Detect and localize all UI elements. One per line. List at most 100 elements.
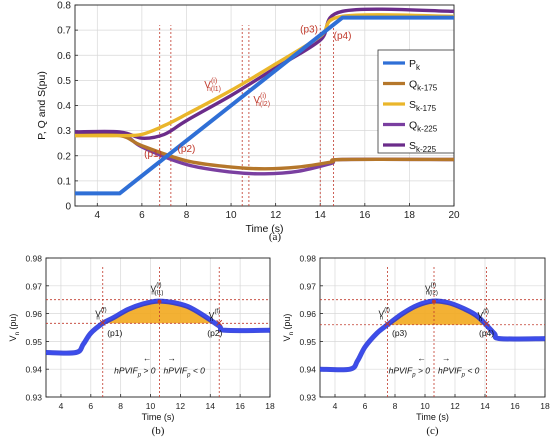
voltage-trace-core xyxy=(45,300,271,355)
annotation: V(f) n xyxy=(478,309,489,323)
annotation: (p2) xyxy=(178,144,196,155)
y-tick-label: 0.8 xyxy=(57,1,71,12)
annotation: (p3) xyxy=(392,328,407,338)
legend-label: Sk-225 xyxy=(409,140,437,154)
series-line-Sk-175 xyxy=(74,13,455,138)
x-axis-label: Time (s) xyxy=(142,412,175,422)
y-tick-label: 0.5 xyxy=(57,76,71,87)
annotation: (p1) xyxy=(144,149,162,160)
y-axis-label: Vn (pu) xyxy=(282,314,295,342)
x-tick-label: 6 xyxy=(88,401,93,411)
y-tick-label: 0.6 xyxy=(57,51,71,62)
y-axis-label: Vn (pu) xyxy=(8,314,21,342)
annotation: V(f) n xyxy=(209,309,220,323)
plot-frame xyxy=(45,257,271,398)
panel-b: 4 6 8 10 12 14 16 180.930.940.950.960.970.98✕ ✕V… xyxy=(8,254,275,438)
y-tick-label: 0.97 xyxy=(299,281,316,291)
x-tick-label: 10 xyxy=(146,401,156,411)
x-axis-label: Time (s) xyxy=(245,223,283,235)
x-tick-label: 16 xyxy=(510,401,520,411)
annotation: V(i) n(l2) xyxy=(425,282,438,296)
series-line-Pk xyxy=(75,15,454,196)
legend-box xyxy=(377,49,455,154)
y-tick-label: 0.97 xyxy=(25,281,42,291)
y-tick-label: 0.94 xyxy=(299,365,316,375)
y-tick-label: 0.96 xyxy=(25,309,42,319)
y-tick-label: 0.93 xyxy=(25,393,42,403)
x-tick-label: 6 xyxy=(363,401,368,411)
hpvif-right-label: hPVIFp < 0 xyxy=(438,365,480,378)
x-tick-label: 18 xyxy=(265,401,275,411)
left-arrow: ← xyxy=(143,353,152,363)
y-tick-label: 0.7 xyxy=(57,26,71,37)
x-tick-label: 14 xyxy=(206,401,216,411)
peak-marker xyxy=(432,299,436,304)
series-line-Qk-175 xyxy=(74,133,455,171)
y-tick-label: 0.96 xyxy=(299,309,316,319)
annotation: V(i) n(l2) xyxy=(253,93,270,108)
annotation: V(f) n xyxy=(95,307,106,321)
right-arrow: → xyxy=(442,353,451,363)
peak-marker xyxy=(157,299,162,304)
left-arrow: ← xyxy=(418,353,427,363)
y-tick-label: 0.95 xyxy=(299,337,316,347)
cross-marker: ✕ xyxy=(482,320,490,331)
x-tick-label: 4 xyxy=(333,401,338,411)
y-tick-label: 0.94 xyxy=(25,365,42,375)
annotation: (p3) xyxy=(300,25,318,36)
x-tick-label: 20 xyxy=(448,210,460,221)
x-tick-label: 8 xyxy=(184,210,190,221)
x-tick-label: 18 xyxy=(404,210,416,221)
cross-marker: ✕ xyxy=(383,320,391,331)
shaded-area xyxy=(386,300,487,326)
x-tick-label: 14 xyxy=(315,210,327,221)
annotation: V(i) n(l1) xyxy=(204,78,221,93)
x-tick-label: 16 xyxy=(235,401,245,411)
shaded-area xyxy=(101,301,221,327)
y-tick-label: 0.95 xyxy=(25,337,42,347)
plot-frame xyxy=(319,257,546,398)
x-tick-label: 4 xyxy=(95,210,101,221)
y-axis-label: P, Q and S(pu) xyxy=(36,71,48,140)
y-tick-label: 0.4 xyxy=(57,101,71,112)
x-tick-label: 18 xyxy=(540,401,550,411)
legend-label: Qk-225 xyxy=(409,120,438,134)
x-tick-label: 8 xyxy=(393,401,398,411)
voltage-trace-core xyxy=(319,299,546,371)
x-tick-label: 6 xyxy=(139,210,145,221)
y-tick-label: 0.3 xyxy=(57,126,71,137)
right-arrow: → xyxy=(167,353,176,363)
caption-a: (a) xyxy=(269,231,282,243)
panel-c: 4 6 8 10 12 14 16 180.930.940.950.960.970.98✕ ✕V… xyxy=(282,254,550,438)
annotation: (p4) xyxy=(479,328,494,338)
annotation: (p4) xyxy=(334,31,352,42)
y-tick-label: 0.93 xyxy=(299,393,316,403)
annotation: (p2) xyxy=(207,328,222,338)
annotation: V(i) n(l1) xyxy=(151,282,164,296)
cross-marker: ✕ xyxy=(99,318,107,329)
x-tick-label: 12 xyxy=(450,401,460,411)
x-tick-label: 8 xyxy=(118,401,123,411)
caption: (b) xyxy=(152,425,165,437)
y-tick-label: 0.1 xyxy=(57,176,71,187)
y-tick-label: 0.2 xyxy=(57,151,71,162)
panel-a: 4 6 8 10 12 14 16 18 20 0 0.1 0.2 0.3 0.4 0.5 0.6 0.7 0.8… xyxy=(36,1,460,244)
x-tick-label: 10 xyxy=(420,401,430,411)
annotation: V(f) n xyxy=(379,307,390,321)
y-tick-label: 0.98 xyxy=(299,254,316,264)
cross-marker: ✕ xyxy=(215,318,223,329)
hpvif-left-label: hPVIFp > 0 xyxy=(389,365,431,378)
y-tick-label: 0.98 xyxy=(25,254,42,264)
hpvif-left-label: hPVIFp > 0 xyxy=(114,365,156,378)
x-tick-label: 10 xyxy=(225,210,237,221)
legend-label: Sk-175 xyxy=(409,99,437,113)
x-tick-label: 12 xyxy=(176,401,186,411)
y-tick-label: 0 xyxy=(65,202,71,213)
x-tick-label: 4 xyxy=(59,401,64,411)
legend-label: Qk-175 xyxy=(409,79,438,93)
x-axis-label: Time (s) xyxy=(416,412,449,422)
x-tick-label: 14 xyxy=(480,401,490,411)
hpvif-right-label: hPVIFp < 0 xyxy=(163,365,205,378)
annotation: (p1) xyxy=(107,328,122,338)
